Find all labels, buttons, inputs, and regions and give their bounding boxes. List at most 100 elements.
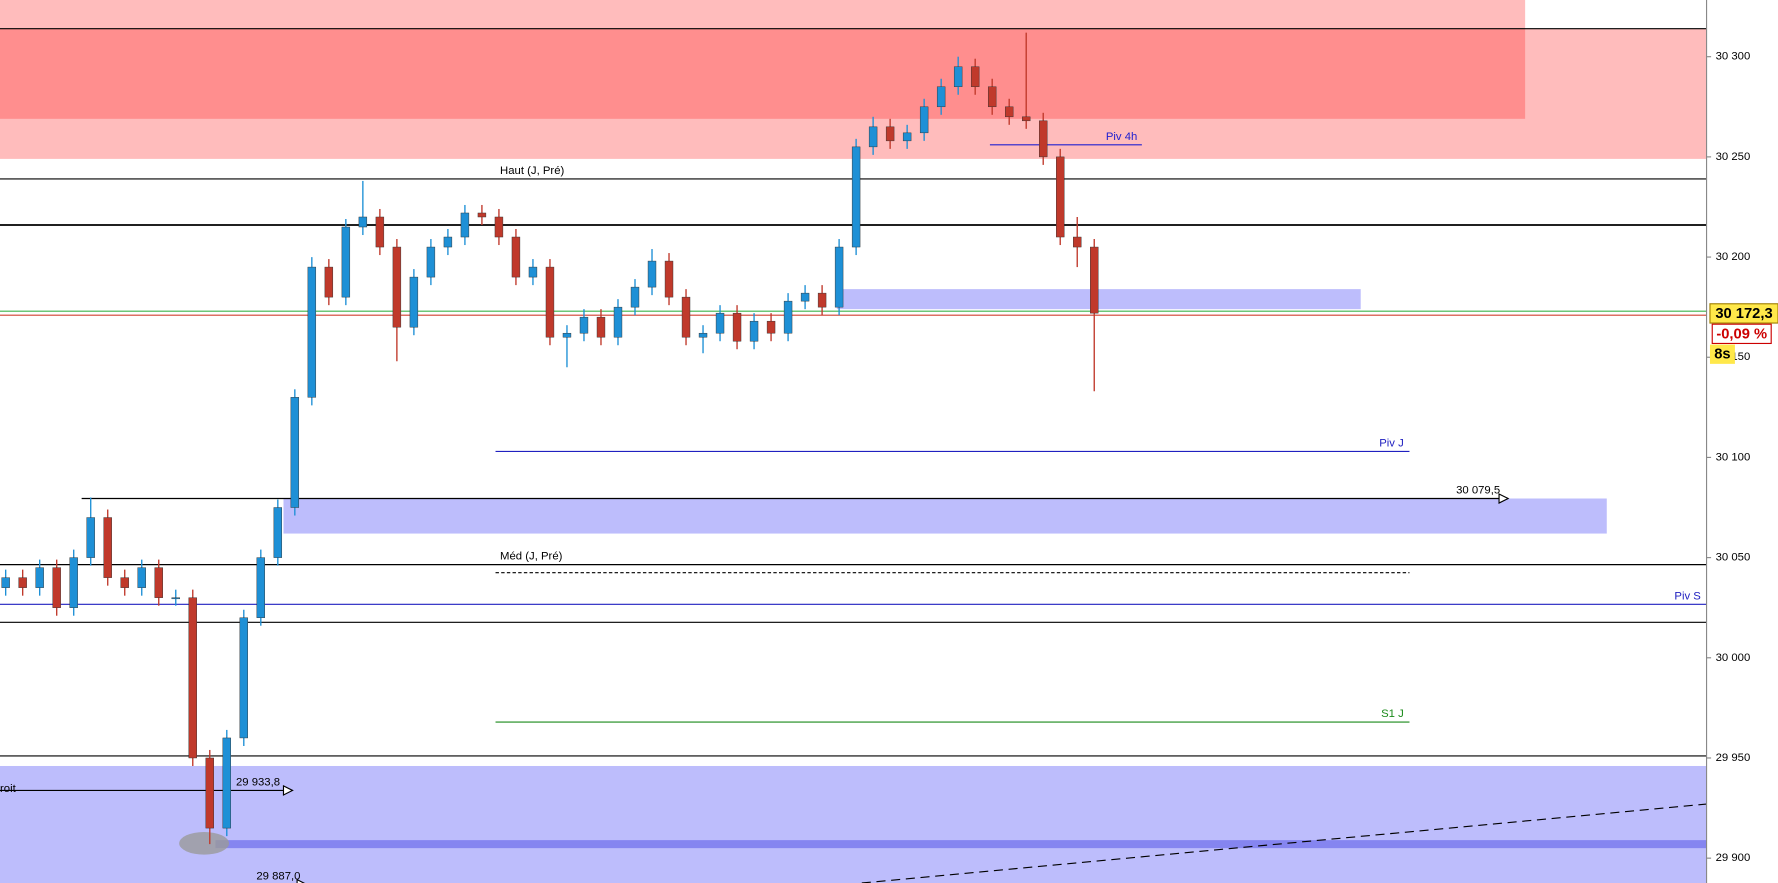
candle-body: [783, 300, 793, 334]
candle-body: [885, 126, 895, 142]
candle-body: [86, 517, 95, 558]
candle-body: [868, 126, 878, 148]
candle-body: [1, 577, 10, 588]
candle-body: [1090, 246, 1099, 314]
levels: Haut (J, Pré) Piv 4h Piv J 30 079,5 Méd (J, …: [0, 28, 1707, 883]
candle-body: [766, 320, 776, 334]
candle-body: [205, 757, 214, 829]
y-tick-label: 29 900: [1716, 852, 1751, 864]
level-label: S1 J: [1381, 708, 1404, 720]
change-badge: [1711, 323, 1772, 345]
candle-body: [834, 246, 844, 308]
low-marker: [179, 831, 230, 855]
candle-body: [188, 597, 197, 759]
candle-body: [1005, 106, 1014, 118]
candle-body: [987, 86, 997, 108]
timer-label: 8s: [1714, 347, 1730, 363]
candle-body: [52, 567, 61, 608]
candle-body: [902, 132, 912, 142]
change-label: -0,09 %: [1716, 326, 1767, 342]
candle-body: [35, 567, 44, 588]
candle-body: [528, 266, 538, 278]
candle-body: [392, 246, 402, 328]
candle-body: [358, 216, 368, 228]
candle-body: [69, 557, 78, 608]
candle-body: [732, 312, 742, 342]
candle-body: [1073, 236, 1082, 248]
candle-body: [664, 260, 674, 298]
zones: [0, 0, 1707, 883]
trendline: [861, 803, 1707, 883]
candle-body: [103, 517, 112, 578]
level-label: Haut (J, Pré): [500, 165, 564, 177]
level-arrow: [1498, 493, 1510, 504]
y-tick-label: 30 250: [1716, 151, 1751, 163]
price-badge: [1709, 303, 1778, 324]
candles: [1, 32, 1099, 845]
candle-body: [970, 66, 980, 87]
candle-body: [851, 146, 861, 248]
zone: [0, 0, 1526, 29]
candle-body: [1022, 116, 1031, 122]
candle-body: [715, 312, 725, 334]
candle-body: [290, 397, 300, 508]
candle-body: [324, 266, 334, 298]
candle-body: [375, 216, 385, 248]
zone: [283, 498, 1607, 534]
candle-body: [630, 286, 640, 308]
timer-badge: [1709, 344, 1735, 364]
candle-body: [154, 567, 163, 598]
candle-body: [1039, 120, 1048, 158]
candle-body: [477, 212, 487, 218]
candle-body: [681, 296, 691, 338]
candle-body: [307, 266, 317, 398]
y-tick-label: 29 950: [1716, 752, 1751, 764]
zone: [0, 765, 1707, 883]
candle-body: [273, 507, 283, 558]
candle-body: [511, 236, 521, 278]
level-arrow: [296, 878, 306, 883]
candle-body: [579, 316, 589, 334]
candle-body: [596, 316, 606, 338]
candle-body: [460, 212, 470, 238]
candle-body: [239, 617, 248, 739]
candle-body: [953, 66, 963, 87]
candle-body: [137, 567, 146, 588]
candle-body: [647, 260, 657, 288]
candle-body: [698, 332, 708, 338]
zone: [0, 28, 1526, 119]
candle-body: [426, 246, 436, 278]
candle-body: [341, 226, 351, 298]
candle-body: [256, 557, 265, 618]
level-label: 29 933,8: [236, 776, 280, 788]
y-tick-label: 30 000: [1716, 652, 1751, 664]
level-label: Piv S: [1674, 590, 1701, 602]
price-label: 30 172,3: [1715, 306, 1772, 322]
candle-body: [443, 236, 453, 248]
level-label: 30 079,5: [1456, 485, 1500, 497]
level-label: 29 887,0: [256, 870, 300, 882]
candle-body: [919, 106, 929, 134]
level-label: Méd (J, Pré): [500, 551, 563, 563]
y-tick-label: 30 050: [1716, 552, 1751, 564]
y-tick-label: 30 200: [1716, 251, 1751, 263]
candle-body: [545, 266, 555, 338]
y-tick-label: 30 100: [1716, 451, 1751, 463]
candle-body: [222, 737, 231, 829]
left-label: roit: [0, 783, 17, 795]
candle-body: [171, 597, 180, 600]
candle-body: [562, 332, 572, 338]
zone: [215, 840, 1707, 849]
candle-body: [936, 86, 946, 108]
candle-body: [749, 320, 759, 342]
candle-body: [817, 292, 827, 308]
candle-body: [409, 276, 419, 328]
level-label: Piv J: [1379, 437, 1404, 449]
candle-body: [18, 577, 27, 588]
level-arrow: [282, 784, 294, 796]
candle-body: [613, 306, 623, 338]
y-tick-label: 30 300: [1716, 51, 1751, 63]
